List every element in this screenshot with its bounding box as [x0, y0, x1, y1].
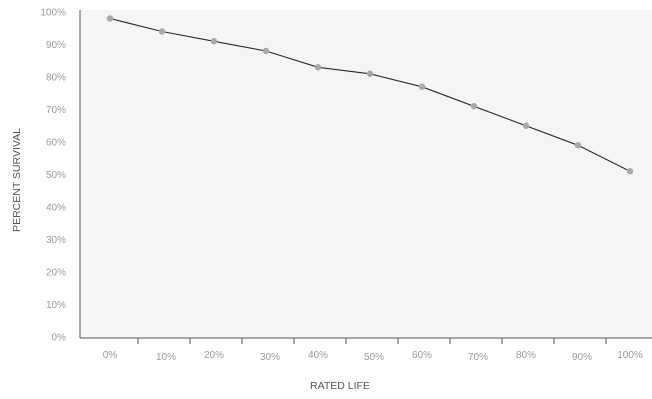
data-point	[158, 28, 166, 35]
y-tick-label: 60%	[46, 138, 66, 149]
data-point	[574, 142, 582, 149]
x-tick-label: 10%	[156, 352, 176, 363]
x-tick-label: 40%	[308, 350, 328, 361]
x-axis-title: RATED LIFE	[310, 380, 370, 392]
x-tick-label: 60%	[412, 350, 432, 361]
y-tick-label: 20%	[46, 268, 66, 279]
data-point	[314, 64, 322, 71]
y-axis-title: PERCENT SURVIVAL	[11, 128, 23, 232]
x-tick-label: 90%	[572, 352, 592, 363]
x-tick-label: 0%	[103, 350, 118, 361]
y-tick-label: 70%	[46, 105, 66, 116]
data-points	[106, 15, 634, 175]
data-point	[418, 83, 426, 90]
plot-background	[80, 10, 652, 338]
data-point	[106, 15, 114, 22]
y-tick-label: 0%	[52, 333, 67, 344]
data-point	[470, 103, 478, 110]
data-point	[366, 70, 374, 77]
y-tick-label: 50%	[46, 170, 66, 181]
y-tick-label: 10%	[46, 300, 66, 311]
data-point	[210, 38, 218, 45]
data-point	[626, 168, 634, 175]
x-tick-label: 30%	[260, 352, 280, 363]
y-tick-label: 30%	[46, 235, 66, 246]
y-tick-label: 80%	[46, 73, 66, 84]
data-point	[522, 122, 530, 129]
y-tick-label: 40%	[46, 203, 66, 214]
x-axis-ticks: 0% 10% 20% 30% 40% 50% 60% 70% 80% 90% 100%	[103, 338, 643, 363]
data-point	[262, 47, 270, 55]
y-tick-label: 90%	[46, 40, 66, 51]
x-tick-label: 70%	[468, 352, 488, 363]
x-tick-label: 100%	[617, 350, 643, 361]
x-tick-label: 20%	[204, 350, 224, 361]
x-tick-label: 50%	[364, 352, 384, 363]
x-tick-label: 80%	[516, 350, 536, 361]
y-tick-label: 100%	[40, 8, 66, 19]
y-axis-ticks: 0% 10% 20% 30% 40% 50% 60% 70% 80% 90% 100%	[40, 8, 66, 344]
